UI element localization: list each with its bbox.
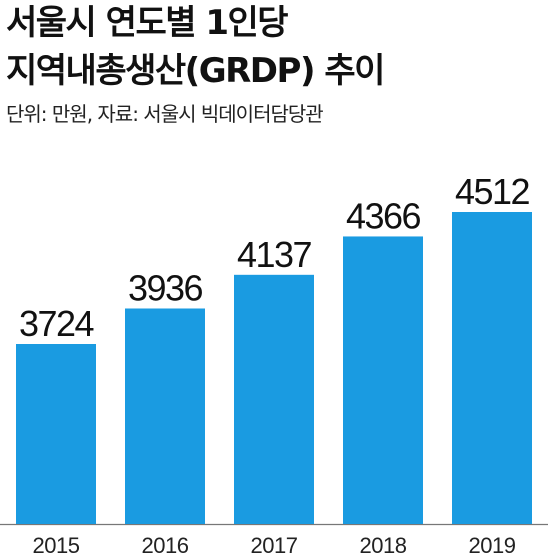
x-tick-label-2016: 2016 — [142, 533, 189, 558]
data-label-2019: 4512 — [455, 171, 530, 212]
chart-subtitle: 단위: 만원, 자료: 서울시 빅데이터담당관 — [6, 102, 324, 126]
data-label-2018: 4366 — [346, 195, 421, 236]
x-tick-label-2019: 2019 — [469, 533, 516, 558]
chart-title-line-2: 지역내총생산(GRDP) 추이 — [6, 51, 385, 91]
data-label-2015: 3724 — [19, 303, 94, 344]
bar-2017 — [234, 274, 314, 524]
x-tick-label-2018: 2018 — [360, 533, 407, 558]
bar-2015 — [16, 344, 96, 524]
bar-2018 — [343, 236, 423, 524]
bar-2016 — [125, 308, 205, 524]
bar-2019 — [452, 212, 532, 524]
data-label-2017: 4137 — [237, 234, 312, 275]
chart-title-line-1: 서울시 연도별 1인당 — [6, 3, 289, 43]
data-label-2016: 3936 — [128, 267, 203, 308]
x-tick-label-2015: 2015 — [33, 533, 80, 558]
x-tick-label-2017: 2017 — [251, 533, 298, 558]
